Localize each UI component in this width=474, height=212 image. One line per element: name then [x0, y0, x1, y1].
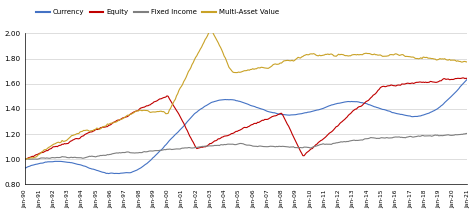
Fixed Income — [173, 148, 178, 150]
Currency — [95, 169, 100, 172]
Equity — [346, 113, 352, 116]
Equity — [22, 158, 28, 160]
Equity — [465, 77, 470, 80]
Legend: Currency, Equity, Fixed Income, Multi-Asset Value: Currency, Equity, Fixed Income, Multi-As… — [33, 7, 282, 18]
Fixed Income — [465, 132, 470, 135]
Fixed Income — [80, 157, 85, 159]
Multi-Asset Value — [348, 54, 354, 57]
Multi-Asset Value — [208, 28, 214, 30]
Fixed Income — [249, 144, 255, 147]
Currency — [106, 172, 111, 175]
Equity — [455, 77, 461, 80]
Currency — [249, 105, 255, 107]
Currency — [465, 78, 470, 80]
Line: Equity: Equity — [25, 78, 467, 159]
Currency — [78, 164, 84, 166]
Currency — [348, 100, 354, 103]
Fixed Income — [96, 155, 102, 157]
Equity — [171, 105, 177, 108]
Line: Multi-Asset Value: Multi-Asset Value — [25, 29, 467, 159]
Multi-Asset Value — [465, 61, 470, 63]
Line: Fixed Income: Fixed Income — [25, 133, 467, 159]
Equity — [460, 77, 465, 79]
Fixed Income — [34, 158, 40, 160]
Equity — [78, 135, 84, 138]
Multi-Asset Value — [171, 100, 177, 102]
Fixed Income — [348, 139, 354, 142]
Equity — [95, 128, 100, 131]
Currency — [456, 87, 462, 90]
Multi-Asset Value — [22, 158, 28, 160]
Multi-Asset Value — [95, 127, 100, 130]
Multi-Asset Value — [78, 130, 84, 133]
Multi-Asset Value — [249, 68, 255, 71]
Multi-Asset Value — [456, 60, 462, 63]
Fixed Income — [22, 158, 28, 160]
Line: Currency: Currency — [25, 79, 467, 174]
Equity — [247, 124, 253, 127]
Fixed Income — [456, 133, 462, 136]
Currency — [173, 133, 178, 136]
Currency — [22, 167, 28, 169]
